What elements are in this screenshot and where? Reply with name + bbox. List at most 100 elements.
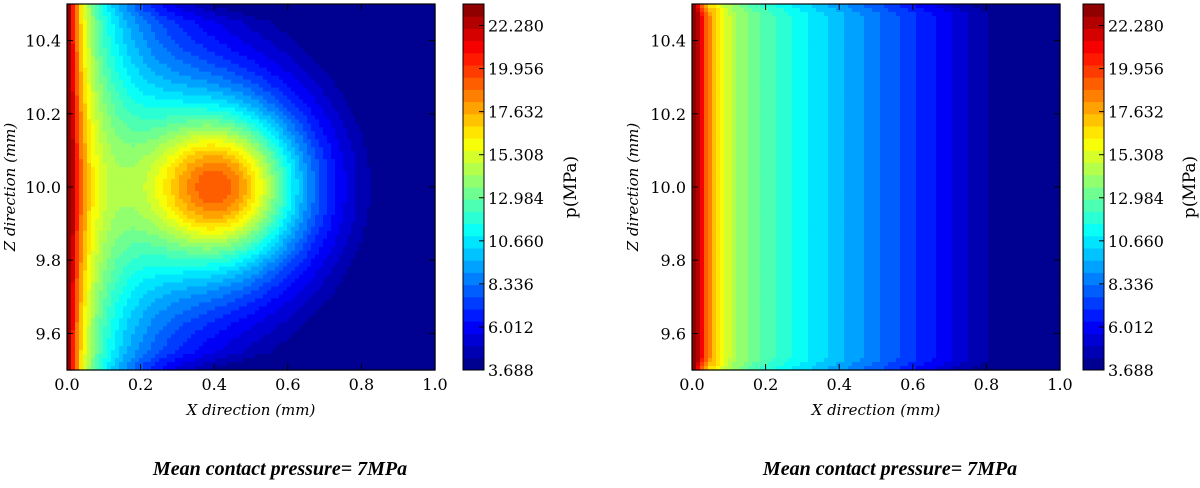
contour-cell (275, 210, 280, 216)
contour-cell (219, 358, 224, 363)
contour-cell (83, 190, 88, 196)
contour-cell (163, 111, 168, 116)
contour-cell (239, 99, 244, 105)
contour-cell (211, 23, 216, 29)
contour-cell (191, 51, 196, 57)
contour-cell (147, 310, 152, 315)
contour-cell (95, 139, 100, 144)
contour-cell (243, 187, 248, 192)
contour-cell (243, 262, 248, 268)
contour-cell (203, 51, 208, 57)
contour-cell (131, 151, 136, 156)
contour-cell (75, 290, 80, 296)
contour-cell (143, 322, 148, 327)
contour-cell (231, 7, 236, 13)
contour-cell (235, 99, 240, 105)
contour-cell (251, 346, 256, 351)
contour-cell (247, 179, 252, 184)
contour-cell (163, 250, 168, 256)
contour-cell (99, 135, 104, 140)
contour-cell (79, 322, 84, 327)
contour-cell (115, 71, 120, 77)
contour-cell (179, 187, 184, 192)
contour-cell (163, 274, 168, 280)
contour-cell (139, 183, 144, 188)
contour-cell (243, 330, 248, 335)
contour-cell (191, 250, 196, 256)
contour-cell (99, 159, 104, 164)
contour-cell (191, 47, 196, 53)
contour-cell (83, 246, 88, 252)
contour-cell (235, 242, 240, 248)
contour-cell (67, 27, 72, 33)
contour-cell (159, 135, 164, 140)
contour-cell (263, 230, 268, 236)
contour-cell (179, 103, 184, 109)
contour-cell (263, 226, 268, 232)
contour-cell (223, 91, 228, 97)
contour-cell (79, 27, 84, 33)
contour-cell (175, 230, 180, 236)
contour-cell (235, 314, 240, 319)
contour-cell (279, 318, 284, 323)
contour-cell (251, 71, 256, 77)
contour-cell (199, 31, 204, 37)
contour-cell (139, 218, 144, 224)
contour-cell (163, 171, 168, 176)
contour-cell (107, 115, 112, 120)
contour-cell (131, 362, 136, 367)
contour-cell (147, 131, 152, 136)
contour-cell (255, 187, 260, 192)
contour-cell (163, 298, 168, 303)
contour-cell (79, 179, 84, 184)
contour-cell (127, 47, 132, 53)
contour-cell (187, 206, 192, 212)
contour-cell (171, 163, 176, 168)
contour-cell (71, 238, 76, 244)
contour-cell (231, 135, 236, 140)
contour-cell (159, 83, 164, 89)
contour-cell (215, 234, 220, 240)
contour-cell (75, 35, 80, 41)
contour-cell (139, 266, 144, 272)
contour-cell (167, 31, 172, 37)
contour-cell (67, 71, 72, 77)
contour-cell (139, 163, 144, 168)
contour-cell (255, 218, 260, 224)
contour-cell (195, 123, 200, 128)
contour-cell (115, 11, 120, 17)
contour-cell (115, 310, 120, 315)
contour-cell (259, 55, 264, 61)
contour-cell (143, 175, 148, 180)
contour-cell (119, 107, 124, 113)
contour-cell (75, 218, 80, 224)
contour-cell (203, 47, 208, 53)
contour-cell (203, 71, 208, 77)
contour-cell (255, 302, 260, 307)
contour-cell (275, 87, 280, 93)
contour-cell (211, 47, 216, 53)
contour-cell (175, 23, 180, 29)
contour-cell (267, 171, 272, 176)
contour-cell (179, 131, 184, 136)
contour-cell (87, 143, 92, 148)
contour-cell (187, 71, 192, 77)
contour-cell (139, 190, 144, 196)
contour-cell (227, 190, 232, 196)
contour-cell (179, 330, 184, 335)
contour-cell (223, 290, 228, 296)
contour-cell (95, 330, 100, 335)
contour-cell (179, 95, 184, 101)
contour-cell (219, 266, 224, 272)
contour-cell (95, 103, 100, 109)
contour-cell (191, 294, 196, 299)
contour-cell (211, 103, 216, 109)
contour-cell (195, 67, 200, 73)
contour-cell (179, 362, 184, 367)
contour-cell (155, 143, 160, 148)
contour-cell (235, 306, 240, 311)
contour-cell (251, 226, 256, 232)
contour-cell (127, 214, 132, 220)
contour-cell (107, 99, 112, 105)
contour-cell (227, 87, 232, 93)
